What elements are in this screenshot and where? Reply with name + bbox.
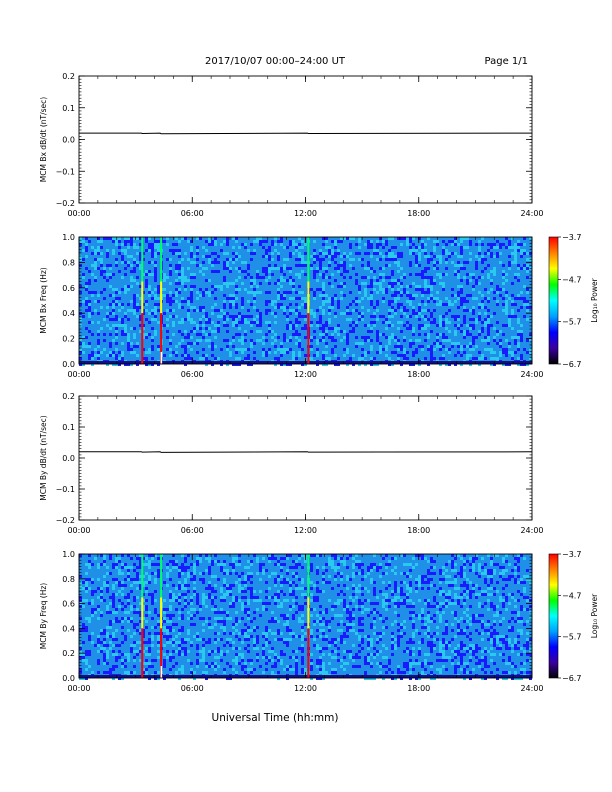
- page-number: Page 1/1: [485, 56, 528, 67]
- line-panel-2: 0.2 0.1 0.0 −0.1 −0.200:00 06:00 12:00 18:00 24:…: [39, 392, 544, 535]
- y-axis-label: MCM Bx dB/dt (nT/sec): [39, 97, 48, 182]
- figure-title: 2017/10/07 00:00–24:00 UT: [205, 56, 346, 67]
- event-streak-top: [141, 237, 144, 282]
- colorbar-tick-label: −5.7: [562, 633, 581, 642]
- event-streak-top: [160, 237, 163, 282]
- x-tick-label: 24:00: [520, 526, 543, 535]
- event-streak-bottom: [307, 628, 310, 678]
- spectrogram-cells-high: [79, 237, 532, 366]
- spectrogram-panel-3: 1.0 0.8 0.6 0.4 0.2 0.000:00 06:00 12:00 18:00 24…: [39, 550, 599, 693]
- event-streak-top: [307, 554, 310, 598]
- event-streak-mid: [141, 597, 144, 629]
- event-streak-mid: [307, 281, 310, 314]
- x-tick-label: 12:00: [294, 684, 317, 693]
- colorbar-tick-label: −4.7: [562, 275, 581, 284]
- event-streak-top: [307, 237, 310, 282]
- y-tick-label: 0.0: [62, 136, 75, 145]
- event-streak-bottom: [141, 628, 144, 678]
- x-tick-label: 12:00: [294, 209, 317, 218]
- colorbar-tick-label: −3.7: [562, 550, 581, 559]
- series-line: [79, 132, 533, 135]
- colorbar-tick-label: −5.7: [562, 318, 581, 327]
- event-streak-bottom: [160, 313, 163, 364]
- x-tick-label: 24:00: [520, 209, 543, 218]
- y-tick-label: 0.2: [62, 72, 75, 81]
- x-tick-label: 06:00: [181, 209, 204, 218]
- line-panel-0: 0.2 0.1 0.0 −0.1 −0.200:00 06:00 12:00 18:00 24:…: [39, 72, 544, 218]
- x-tick-label: 12:00: [294, 370, 317, 379]
- y-tick-label: 0.6: [62, 600, 75, 609]
- y-tick-label: 0.0: [62, 360, 75, 369]
- event-data-gap: [160, 352, 163, 364]
- event-streak-mid: [160, 281, 163, 314]
- x-tick-label: 06:00: [181, 526, 204, 535]
- event-streak-top: [141, 554, 144, 598]
- colorbar-tick-label: −3.7: [562, 233, 581, 242]
- x-tick-label: 18:00: [407, 526, 430, 535]
- y-axis-label: MCM By dB/dt (nT/sec): [39, 415, 48, 500]
- y-tick-label: 1.0: [62, 233, 75, 242]
- spectrogram-cells-low: [79, 554, 532, 680]
- y-tick-label: 0.1: [62, 104, 75, 113]
- spectrogram-cells-high: [79, 554, 532, 680]
- y-tick-label: −0.2: [56, 199, 75, 208]
- panels: 0.20.10.0−0.1−0.200:00 06:00 12:00 18:00 24:…: [39, 72, 599, 693]
- colorbar-label: Log₁₀ Power: [590, 277, 599, 322]
- x-tick-label: 06:00: [181, 370, 204, 379]
- plot-frame: [78, 75, 533, 204]
- y-tick-label: 0.8: [62, 575, 75, 584]
- x-tick-label: 24:00: [520, 370, 543, 379]
- event-data-gap: [160, 666, 163, 678]
- plot-frame: [78, 395, 533, 521]
- y-tick-label: −0.1: [56, 167, 75, 176]
- y-tick-label: 0.2: [62, 649, 75, 658]
- x-tick-label: 06:00: [181, 684, 204, 693]
- event-streak-bottom: [141, 313, 144, 364]
- x-tick-label: 18:00: [407, 370, 430, 379]
- y-tick-label: 0.6: [62, 284, 75, 293]
- event-streak-mid: [307, 597, 310, 629]
- y-axis-label: MCM By Freq (Hz): [39, 583, 48, 649]
- spectrogram-panel-1: 1.0 0.8 0.6 0.4 0.2 0.000:00 06:00 12:00 18:00 24…: [39, 233, 599, 379]
- x-tick-label: 12:00: [294, 526, 317, 535]
- event-streak-bottom: [160, 628, 163, 678]
- plot-frame: [78, 236, 533, 365]
- y-tick-label: 0.8: [62, 258, 75, 267]
- colorbar: [548, 553, 559, 679]
- event-streak-mid: [160, 597, 163, 629]
- x-tick-label: 00:00: [67, 684, 90, 693]
- y-tick-label: 0.4: [62, 309, 75, 318]
- y-tick-label: 0.0: [62, 454, 75, 463]
- event-streak-mid: [141, 281, 144, 314]
- x-tick-label: 18:00: [407, 209, 430, 218]
- event-streak-top: [160, 554, 163, 598]
- colorbar-tick-label: −6.7: [562, 360, 581, 369]
- x-axis-label: Universal Time (hh:mm): [212, 712, 339, 724]
- y-tick-label: 0.1: [62, 423, 75, 432]
- series-line: [79, 451, 533, 453]
- y-tick-label: 0.2: [62, 335, 75, 344]
- y-tick-label: 0.0: [62, 674, 75, 683]
- x-tick-label: 00:00: [67, 209, 90, 218]
- x-tick-label: 24:00: [520, 684, 543, 693]
- y-tick-label: −0.2: [56, 516, 75, 525]
- y-tick-label: 0.4: [62, 624, 75, 633]
- colorbar-tick-label: −6.7: [562, 674, 581, 683]
- spectrogram-cells-low: [79, 237, 532, 366]
- x-tick-label: 18:00: [407, 684, 430, 693]
- event-streak-bottom: [307, 313, 310, 364]
- plot-frame: [78, 553, 533, 679]
- colorbar: [548, 236, 559, 365]
- y-axis-label: MCM Bx Freq (Hz): [39, 267, 48, 333]
- colorbar-tick-label: −4.7: [562, 591, 581, 600]
- x-tick-label: 00:00: [67, 370, 90, 379]
- y-tick-label: 0.2: [62, 392, 75, 401]
- y-tick-label: 1.0: [62, 550, 75, 559]
- colorbar-label: Log₁₀ Power: [590, 593, 599, 638]
- x-tick-label: 00:00: [67, 526, 90, 535]
- y-tick-label: −0.1: [56, 485, 75, 494]
